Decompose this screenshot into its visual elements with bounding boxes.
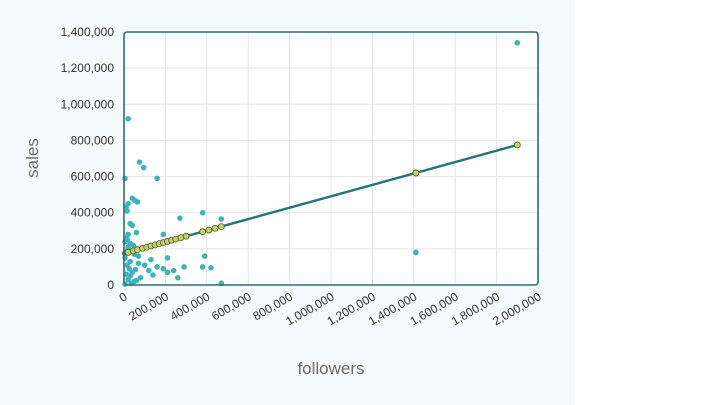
data-point xyxy=(122,175,128,182)
data-point xyxy=(133,277,140,284)
x-tick-label: 600,000 xyxy=(209,289,254,323)
trend-marker xyxy=(182,232,190,240)
data-point xyxy=(148,256,154,263)
data-point xyxy=(154,175,160,182)
x-axis-ticks: 0200,000400,000600,000800,0001,000,0001,… xyxy=(117,289,544,328)
data-point xyxy=(177,215,183,221)
y-tick-label: 1,000,000 xyxy=(61,97,115,111)
data-point xyxy=(181,264,187,270)
scatter-points xyxy=(122,40,521,287)
data-point xyxy=(150,272,156,278)
data-point xyxy=(135,260,142,267)
data-point xyxy=(124,208,130,214)
y-tick-label: 0 xyxy=(107,278,114,292)
data-point xyxy=(122,255,128,261)
data-point xyxy=(141,262,148,268)
chart-panel: 0 200,000 400,000 600,000 800,000 1,000,000 1,… xyxy=(0,0,575,405)
data-point xyxy=(137,274,144,281)
data-point xyxy=(175,274,181,281)
y-tick-label: 800,000 xyxy=(71,133,115,147)
data-point xyxy=(140,164,147,171)
x-axis-title: followers xyxy=(297,359,364,378)
x-tick-label: 400,000 xyxy=(168,289,213,323)
x-tick-label: 0 xyxy=(117,289,130,305)
trend-marker xyxy=(513,141,521,149)
data-point xyxy=(170,267,177,274)
y-tick-label: 1,200,000 xyxy=(61,61,115,75)
data-point xyxy=(218,216,225,222)
data-point xyxy=(133,229,140,236)
trend-marker xyxy=(199,228,207,236)
y-axis-ticks: 0 200,000 400,000 600,000 800,000 1,000,000 1,… xyxy=(61,25,115,292)
trend-marker xyxy=(211,224,219,232)
data-point xyxy=(160,231,167,238)
trend-marker xyxy=(412,169,420,177)
y-axis-title: sales xyxy=(23,138,42,178)
data-point xyxy=(154,264,160,270)
data-point xyxy=(201,253,208,259)
trend-line xyxy=(122,143,519,255)
data-point xyxy=(164,255,171,261)
y-tick-label: 600,000 xyxy=(71,170,115,184)
data-point xyxy=(164,269,171,276)
y-tick-label: 200,000 xyxy=(71,242,115,256)
data-point xyxy=(160,265,167,272)
data-point xyxy=(134,199,141,205)
y-tick-label: 400,000 xyxy=(71,206,115,220)
data-point xyxy=(514,40,521,46)
data-point xyxy=(122,238,128,245)
x-tick-label: 200,000 xyxy=(126,289,171,323)
y-tick-label: 1,400,000 xyxy=(61,25,115,39)
trend-marker xyxy=(217,223,225,231)
plot-border xyxy=(123,31,539,286)
data-point xyxy=(199,264,206,270)
grid-lines xyxy=(124,32,538,285)
trend-markers xyxy=(124,141,521,256)
data-point xyxy=(146,267,152,274)
data-point xyxy=(413,249,419,256)
data-point xyxy=(135,253,142,259)
data-point xyxy=(129,222,136,229)
data-point xyxy=(125,115,131,122)
scatter-chart: 0200,000400,000600,000800,0001,000,0001,… xyxy=(23,25,544,378)
data-point xyxy=(199,209,206,216)
trend-marker xyxy=(205,226,213,234)
data-point xyxy=(136,159,143,165)
data-point xyxy=(208,265,214,271)
